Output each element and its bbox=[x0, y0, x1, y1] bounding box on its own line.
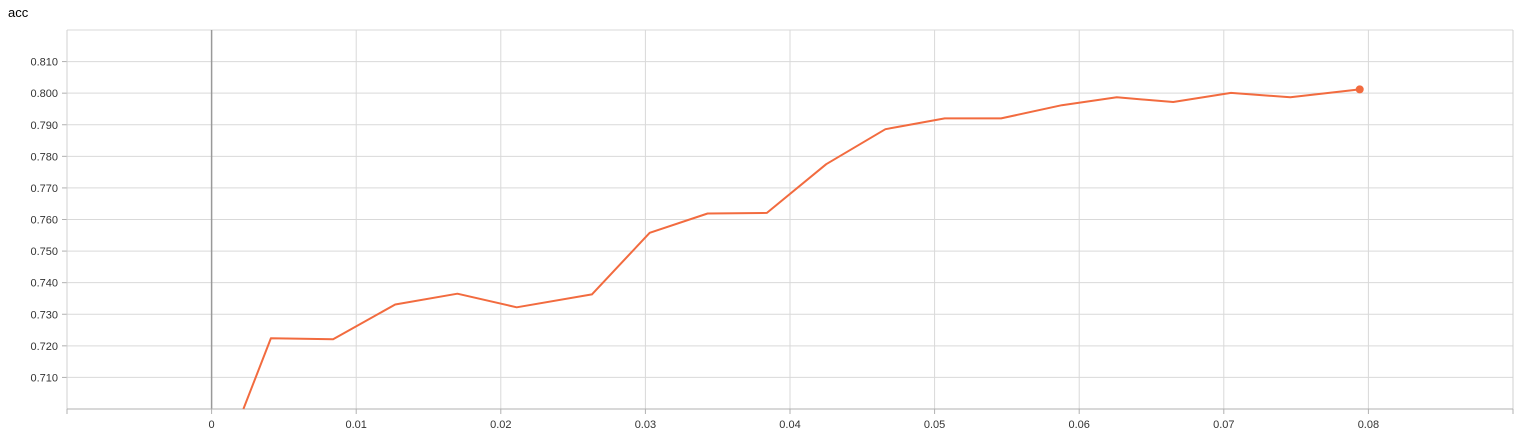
series-lines bbox=[242, 85, 1364, 410]
y-tick-label: 0.780 bbox=[30, 151, 58, 163]
y-tick-label: 0.810 bbox=[30, 57, 58, 69]
x-tick-label: 0.06 bbox=[1068, 419, 1089, 431]
y-tick-label: 0.750 bbox=[30, 246, 58, 258]
x-tick-label: 0.08 bbox=[1358, 419, 1379, 431]
chart-title: acc bbox=[8, 5, 29, 20]
x-tick-label: 0.02 bbox=[490, 419, 511, 431]
x-tick-label: 0.01 bbox=[345, 419, 366, 431]
y-tick-label: 0.710 bbox=[30, 372, 58, 384]
y-tick-label: 0.720 bbox=[30, 341, 58, 353]
x-tick-label: 0.04 bbox=[779, 419, 800, 431]
y-tick-label: 0.770 bbox=[30, 183, 58, 195]
grid-lines bbox=[67, 29, 1513, 409]
series-line bbox=[242, 88, 1360, 410]
x-tick-label: 0.07 bbox=[1213, 419, 1234, 431]
y-tick-label: 0.800 bbox=[30, 88, 58, 100]
series-end-point bbox=[1355, 85, 1364, 94]
y-tick-label: 0.740 bbox=[30, 278, 58, 290]
y-tick-label: 0.730 bbox=[30, 309, 58, 321]
x-tick-label: 0 bbox=[209, 419, 215, 431]
x-tick-label: 0.05 bbox=[924, 419, 945, 431]
y-tick-label: 0.790 bbox=[30, 120, 58, 132]
axes bbox=[62, 30, 1514, 414]
x-tick-label: 0.03 bbox=[635, 419, 656, 431]
y-tick-label: 0.760 bbox=[30, 215, 58, 227]
tick-labels: 0.710 0.720 0.730 0.740 0.750 0.760 0.770 0.780… bbox=[30, 57, 1379, 431]
